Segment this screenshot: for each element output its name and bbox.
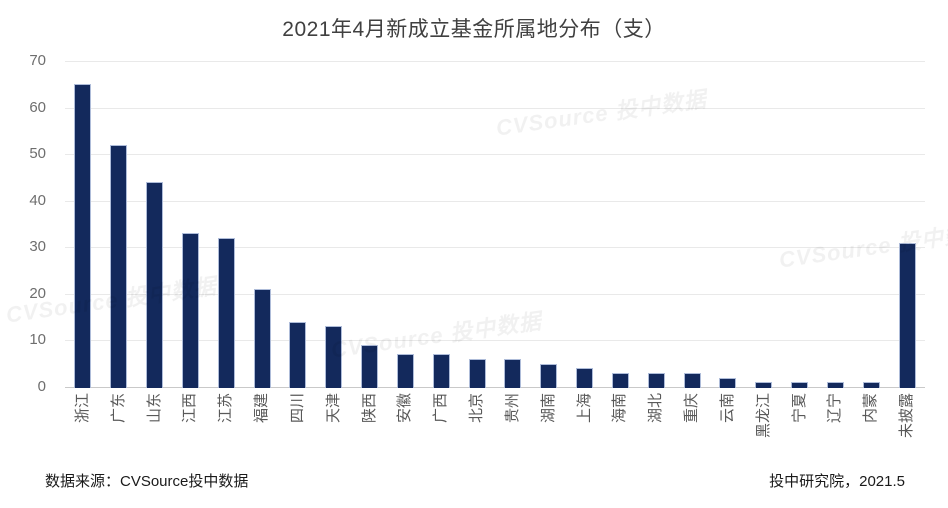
x-axis-category-label: 陕西 — [360, 393, 378, 424]
bar-福建 — [253, 289, 271, 388]
gridline — [65, 340, 925, 342]
x-axis-category-label: 辽宁 — [826, 393, 844, 424]
x-axis-line — [65, 387, 925, 388]
chart-title: 2021年4月新成立基金所属地分布（支） — [282, 18, 666, 41]
bar-宁夏 — [791, 382, 809, 388]
bar-海南 — [611, 373, 629, 388]
x-axis-category-label: 广东 — [109, 393, 127, 424]
y-axis-tick-label: 50 — [29, 145, 46, 163]
bar-贵州 — [504, 359, 522, 388]
credit-note: 投中研究院，2021.5 — [769, 473, 905, 490]
bar-辽宁 — [826, 382, 844, 388]
x-axis-category-label: 广西 — [432, 393, 450, 424]
gridline — [65, 247, 925, 249]
x-axis-category-label: 江西 — [181, 393, 199, 424]
y-axis-tick-label: 30 — [29, 238, 46, 256]
x-axis-category-label: 未披露 — [898, 393, 916, 439]
bar-黑龙江 — [755, 382, 773, 388]
gridline — [65, 61, 925, 62]
x-axis-category-label: 浙江 — [73, 393, 91, 424]
x-axis-category-label: 天津 — [324, 393, 342, 424]
bar-浙江 — [74, 84, 92, 388]
y-axis-tick-label: 60 — [29, 98, 46, 116]
y-axis-tick-label: 20 — [29, 284, 46, 302]
x-axis-category-label: 湖南 — [539, 393, 557, 424]
bar-云南 — [719, 378, 737, 388]
x-axis-category-label: 上海 — [575, 393, 593, 424]
watermark: CVSource 投中数据 — [494, 86, 709, 141]
x-axis-category-label: 山东 — [145, 393, 163, 424]
bar-湖南 — [540, 364, 558, 388]
bar-湖北 — [647, 373, 665, 388]
gridline — [65, 154, 925, 156]
x-axis-category-label: 内蒙 — [862, 393, 880, 424]
bar-天津 — [325, 326, 343, 388]
bar-上海 — [576, 368, 594, 388]
x-axis-category-label: 江苏 — [217, 393, 235, 424]
bar-江西 — [181, 233, 199, 388]
x-axis-category-label: 重庆 — [683, 393, 701, 424]
bar-安徽 — [396, 354, 414, 388]
gridline — [65, 200, 925, 202]
x-axis-category-label: 黑龙江 — [754, 393, 772, 439]
y-axis-tick-label: 10 — [29, 331, 46, 349]
x-axis-category-label: 海南 — [611, 393, 629, 424]
bar-内蒙 — [862, 382, 880, 388]
x-axis-category-label: 湖北 — [647, 393, 665, 424]
gridline — [65, 293, 925, 295]
x-axis-category-label: 北京 — [468, 393, 486, 424]
x-axis-category-label: 贵州 — [503, 393, 521, 424]
x-axis-category-label: 宁夏 — [790, 393, 808, 424]
x-axis-category-label: 云南 — [718, 393, 736, 424]
bar-山东 — [146, 182, 164, 388]
bar-广东 — [110, 145, 128, 388]
gridline — [65, 107, 925, 109]
x-axis-category-label: 安徽 — [396, 393, 414, 424]
bar-北京 — [468, 359, 486, 388]
x-axis-category-label: 福建 — [253, 393, 271, 424]
bar-江苏 — [217, 238, 235, 388]
bar-四川 — [289, 322, 307, 388]
x-axis-category-label: 四川 — [288, 393, 306, 424]
y-axis-tick-label: 0 — [37, 378, 46, 395]
bar-未披露 — [898, 243, 916, 388]
y-axis-tick-label: 70 — [29, 52, 46, 69]
y-axis-tick-label: 40 — [29, 191, 46, 209]
bar-重庆 — [683, 373, 701, 388]
data-source-note: 数据来源：CVSource投中数据 — [45, 473, 249, 490]
watermark: CVSource 投中数据 — [777, 218, 948, 273]
bar-陕西 — [361, 345, 379, 388]
bar-广西 — [432, 354, 450, 388]
